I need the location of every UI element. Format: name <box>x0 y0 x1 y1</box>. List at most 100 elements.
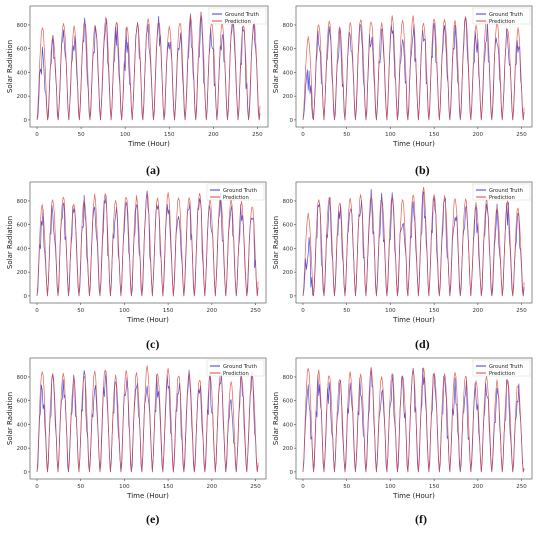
x-tick-label: 250 <box>252 132 263 138</box>
panel-label-a: (a) <box>146 163 160 177</box>
series-line-prediction <box>302 186 525 297</box>
plot-frame <box>295 181 533 304</box>
y-tick-label: 400 <box>17 70 28 76</box>
plot-frame <box>295 357 533 480</box>
legend-label-ground-truth: Ground Truth <box>223 364 257 370</box>
legend-label-prediction: Prediction <box>489 195 515 201</box>
legend-label-prediction: Prediction <box>489 371 515 377</box>
legend-label-ground-truth: Ground Truth <box>489 364 523 370</box>
y-tick-label: 0 <box>24 470 28 476</box>
x-tick-label: 0 <box>301 132 305 138</box>
y-tick-label: 400 <box>283 246 294 252</box>
x-tick-label: 0 <box>301 484 305 490</box>
x-tick-label: 0 <box>301 308 305 314</box>
y-tick-label: 200 <box>283 270 294 276</box>
x-tick-label: 250 <box>516 132 527 138</box>
x-tick-label: 100 <box>385 132 396 138</box>
legend-label-ground-truth: Ground Truth <box>223 188 257 194</box>
x-tick-label: 200 <box>207 308 218 314</box>
x-tick-label: 100 <box>385 484 396 490</box>
y-tick-label: 600 <box>17 399 28 405</box>
y-tick-label: 200 <box>283 446 294 452</box>
series-line-prediction <box>302 367 525 473</box>
x-tick-label: 200 <box>208 132 219 138</box>
chart-panel-3: 0 50 100 150 200 250 0 200 400 600 800 Time (Hour) S… <box>6 181 267 324</box>
y-tick-label: 400 <box>17 246 28 252</box>
legend-label-ground-truth: Ground Truth <box>489 12 523 18</box>
legend-box <box>472 183 531 201</box>
panel-label-e: (e) <box>146 512 160 526</box>
series-line-prediction <box>36 192 259 297</box>
chart-panel-1: 0 50 100 150 200 250 0 200 400 600 800 Time (Hour) S… <box>6 5 269 148</box>
y-tick-label: 400 <box>283 422 294 428</box>
x-tick-label: 200 <box>473 132 484 138</box>
y-tick-label: 0 <box>290 470 294 476</box>
legend-label-ground-truth: Ground Truth <box>489 188 523 194</box>
plot-frame <box>29 357 267 480</box>
x-tick-label: 150 <box>163 308 174 314</box>
plot-frame <box>29 181 267 304</box>
legend-box <box>472 359 531 377</box>
x-tick-label: 100 <box>385 308 396 314</box>
x-tick-label: 100 <box>119 308 130 314</box>
y-tick-label: 600 <box>283 223 294 229</box>
legend-label-prediction: Prediction <box>223 195 249 201</box>
y-tick-label: 0 <box>24 118 28 124</box>
y-tick-label: 800 <box>283 199 294 205</box>
x-tick-label: 150 <box>429 132 440 138</box>
x-axis-label: Time (Hour) <box>126 492 169 500</box>
x-tick-label: 0 <box>35 132 39 138</box>
panel-label-c: (c) <box>146 337 160 351</box>
series-line-ground-truth <box>36 190 259 297</box>
y-axis-label: Solar Radiation <box>272 40 280 93</box>
legend-box <box>206 183 265 201</box>
panel-label-f: (f) <box>415 512 427 526</box>
y-tick-label: 200 <box>17 94 28 100</box>
series-line-ground-truth <box>302 188 525 297</box>
x-tick-label: 150 <box>429 308 440 314</box>
y-tick-label: 800 <box>283 23 294 29</box>
y-tick-label: 600 <box>17 223 28 229</box>
y-tick-label: 0 <box>290 294 294 300</box>
y-tick-label: 800 <box>283 375 294 381</box>
panel-label-b: (b) <box>415 163 430 177</box>
x-tick-label: 200 <box>207 484 218 490</box>
x-tick-label: 0 <box>35 484 39 490</box>
y-tick-label: 400 <box>283 70 294 76</box>
x-axis-label: Time (Hour) <box>126 316 169 324</box>
legend-label-prediction: Prediction <box>223 371 249 377</box>
chart-panel-6: 0 50 100 150 200 250 0 200 400 600 800 Time (Hour) S… <box>272 357 533 500</box>
x-tick-label: 50 <box>343 484 350 490</box>
y-tick-label: 600 <box>17 47 28 53</box>
x-axis-label: Time (Hour) <box>127 140 170 148</box>
series-line-ground-truth <box>36 11 261 121</box>
legend-label-prediction: Prediction <box>489 19 515 25</box>
x-axis-label: Time (Hour) <box>392 140 435 148</box>
x-tick-label: 150 <box>429 484 440 490</box>
chart-panel-4: 0 50 100 150 200 250 0 200 400 600 800 Time (Hour) S… <box>272 181 533 324</box>
legend-label-prediction: Prediction <box>225 19 251 25</box>
y-tick-label: 200 <box>17 270 28 276</box>
y-axis-label: Solar Radiation <box>6 216 14 269</box>
x-tick-label: 0 <box>35 308 39 314</box>
x-tick-label: 50 <box>77 484 84 490</box>
y-tick-label: 800 <box>17 199 28 205</box>
plot-frame <box>295 5 533 128</box>
chart-panel-5: 0 50 100 150 200 250 0 200 400 600 800 Time (Hour) S… <box>6 357 267 500</box>
panel-label-d: (d) <box>415 337 430 351</box>
x-tick-label: 50 <box>343 308 350 314</box>
x-tick-label: 250 <box>516 484 527 490</box>
x-axis-label: Time (Hour) <box>392 492 435 500</box>
y-tick-label: 0 <box>290 118 294 124</box>
x-tick-label: 150 <box>164 132 175 138</box>
x-tick-label: 50 <box>343 132 350 138</box>
x-tick-label: 250 <box>250 308 261 314</box>
x-tick-label: 200 <box>473 308 484 314</box>
series-line-prediction <box>36 13 261 121</box>
y-tick-label: 800 <box>17 23 28 29</box>
y-axis-label: Solar Radiation <box>6 392 14 445</box>
y-axis-label: Solar Radiation <box>272 392 280 445</box>
legend-box <box>206 359 265 377</box>
